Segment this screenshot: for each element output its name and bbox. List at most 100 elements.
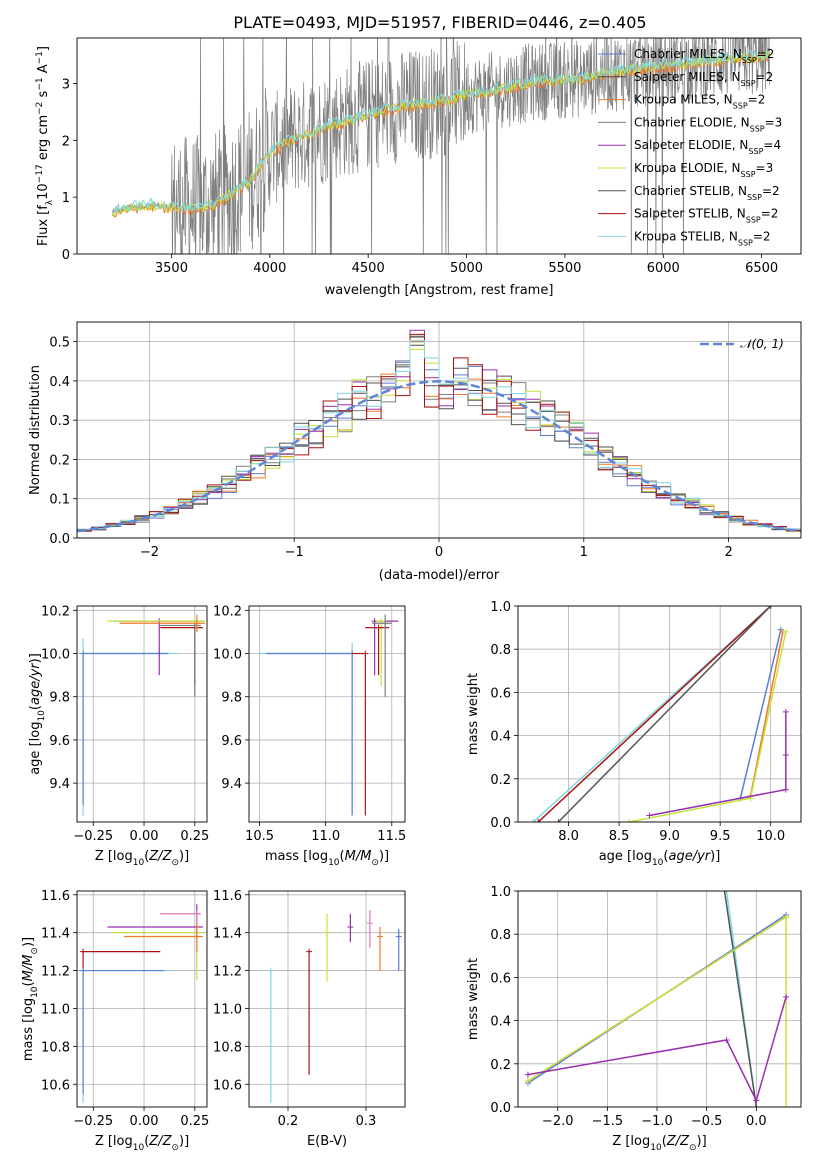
axes-frame: [248, 890, 406, 1108]
label-part: mass weight: [466, 673, 481, 755]
axes-frame: [248, 605, 406, 823]
y-tick-label: 9.4: [49, 777, 70, 792]
legend-count: =3: [756, 161, 774, 175]
axes-frame: [76, 890, 208, 1108]
label-part: −2: [35, 102, 45, 115]
legend-sub: SSP: [741, 78, 756, 87]
label-part: Flux [f: [36, 205, 51, 246]
x-axis-label: age [log10(age/yr)]: [599, 849, 721, 868]
panel-mass-vs-ebv: 0.2 0.3 10.6 10.8 11.0 11.2 11.4 11.6 E(B-V): [213, 889, 406, 1149]
data-point: [193, 620, 200, 627]
label-part: )]: [179, 849, 189, 864]
data-point: [375, 624, 382, 631]
y-tick-label: 0.2: [490, 773, 511, 788]
legend-sub: SSP: [750, 124, 765, 133]
x-tick-label: 6000: [647, 261, 680, 276]
panel-massweight-vs-metallicity: −2.0 −1.5 −1.0 −0.5 0.0 0.0 0.2 0.4 0.6 0.8 1.0 Z […: [466, 885, 802, 1153]
x-tick-label: 0.25: [180, 829, 209, 844]
data-point: [753, 1097, 760, 1104]
data-point: [382, 620, 389, 627]
plot-area: [530, 606, 789, 822]
data-point: [193, 910, 200, 917]
y-tick-label: 10.0: [213, 648, 242, 663]
x-axis-label: E(B-V): [307, 1134, 347, 1149]
x-tick-label: 10.0: [756, 829, 785, 844]
y-axis-label: mass [log10(M/M⊙)]: [21, 937, 40, 1061]
legend-name: Kroupa STELIB, N: [634, 229, 738, 243]
legend-label: Salpeter ELODIE, NSSP=4: [634, 138, 781, 156]
y-tick-label: 0: [62, 248, 70, 263]
legend-label: Chabrier STELIB, NSSP=2: [634, 184, 780, 202]
series-chabrier-stelib: [557, 606, 772, 822]
data-point: [783, 1104, 790, 1107]
x-tick-label: −0.25: [73, 1114, 113, 1129]
y-tick-label: 11.4: [41, 927, 70, 942]
y-tick-label: 9.8: [49, 691, 70, 706]
y-tick-label: 11.4: [213, 927, 242, 942]
label-part: 10: [650, 1143, 662, 1153]
label-part: )]: [379, 849, 389, 864]
series-salpeter-elodie: [649, 711, 787, 817]
data-point: [721, 891, 728, 894]
legend-sub: SSP: [738, 238, 753, 247]
y-tick-label: 0.4: [49, 375, 70, 390]
y-axis-label: mass weight: [466, 673, 481, 755]
y-axis-label: Normed distribution: [28, 365, 43, 495]
label-part: −17: [35, 164, 45, 183]
x-tick-label: 0.25: [180, 1114, 209, 1129]
data-point: [535, 819, 542, 822]
label-part: (: [21, 981, 36, 986]
y-tick-label: 11.6: [213, 889, 242, 904]
y-tick-label: 3: [62, 77, 70, 92]
legend-sub: SSP: [748, 147, 763, 156]
label-part: erg cm: [36, 115, 51, 164]
series-salpeter-elodie: [527, 996, 787, 1103]
x-tick-label: −0.25: [73, 829, 113, 844]
label-part: )]: [28, 653, 43, 663]
legend-count: =2: [753, 229, 771, 243]
data-point: [723, 891, 730, 894]
x-tick-label: −2.0: [542, 1114, 574, 1129]
legend-count: =2: [761, 207, 779, 221]
y-tick-label: 0.5: [49, 336, 70, 351]
y-tick-label: 10.2: [213, 604, 242, 619]
x-tick-label: 10.5: [245, 829, 274, 844]
plot-area: [80, 904, 203, 1104]
y-tick-label: 0.0: [49, 532, 70, 547]
data-point: [555, 819, 562, 822]
label-part: wavelength [Angstrom, rest frame]: [325, 283, 554, 298]
label-part: )]: [697, 1134, 707, 1149]
data-point: [306, 948, 313, 955]
label-part: ⊙: [171, 858, 179, 868]
data-point: [366, 920, 373, 927]
label-part: 10: [30, 986, 40, 998]
y-tick-label: 0.4: [490, 1015, 511, 1030]
legend-name: Chabrier MILES, N: [634, 47, 742, 61]
legend-label: Salpeter STELIB, NSSP=2: [634, 207, 778, 225]
series-chabrier-miles: [739, 629, 782, 799]
x-tick-label: 0.3: [356, 1114, 377, 1129]
x-tick-label: 11.5: [377, 829, 406, 844]
legend-count: =2: [756, 70, 774, 84]
plot-area: [77, 329, 801, 534]
panel-massweight-vs-age: 8.0 8.5 9.0 9.5 10.0 0.0 0.2 0.4 0.6 0.8 1.0 age [l…: [466, 600, 802, 868]
label-part: λ: [45, 199, 55, 205]
y-tick-label: 10.0: [41, 648, 70, 663]
y-tick-label: 1.0: [490, 885, 511, 900]
label-part: 10: [133, 858, 145, 868]
x-tick-label: −1.0: [641, 1114, 673, 1129]
x-tick-label: 1: [580, 545, 588, 560]
x-axis-label: mass [log10(M/M⊙)]: [265, 849, 389, 868]
x-tick-label: −1.5: [592, 1114, 624, 1129]
y-tick-label: 1: [62, 191, 70, 206]
y-tick-label: 10.6: [213, 1078, 242, 1093]
series-model-kroupa-stelib: [112, 48, 770, 214]
label-part: (data-model)/error: [379, 568, 500, 583]
data-point: [767, 606, 774, 609]
x-tick-label: 0.0: [746, 1114, 767, 1129]
label-part: (: [662, 1134, 667, 1149]
series-chabrier-stelib: [723, 891, 758, 1107]
legend-name: Chabrier ELODIE, N: [634, 115, 750, 129]
data-point: [753, 1104, 760, 1107]
x-tick-label: 6500: [745, 261, 778, 276]
